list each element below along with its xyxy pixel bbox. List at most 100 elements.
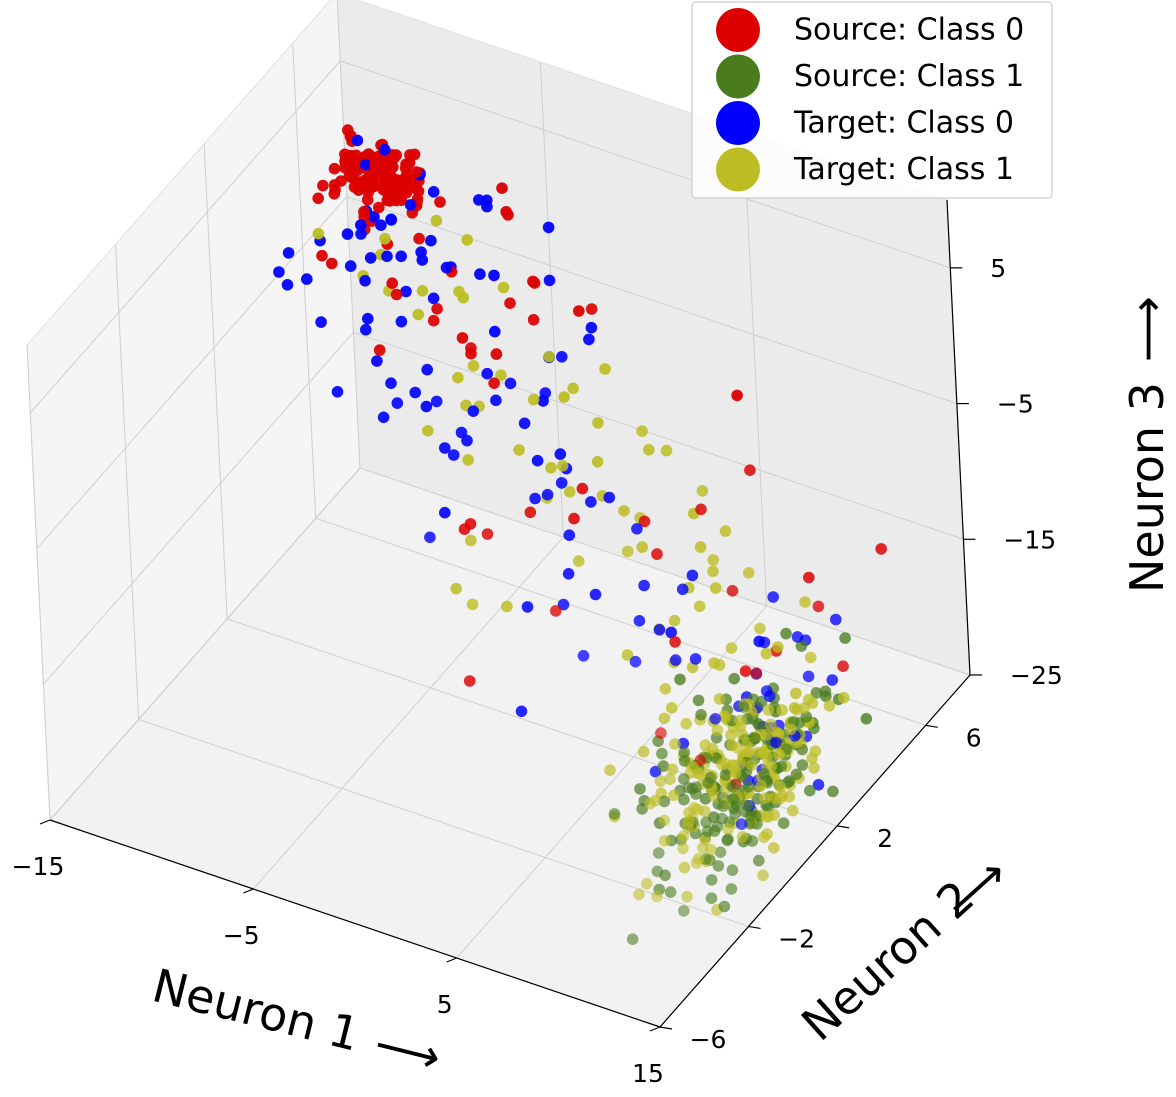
y-axis-tick bbox=[925, 724, 938, 728]
data-point bbox=[585, 303, 598, 315]
data-point bbox=[541, 488, 554, 501]
data-point bbox=[762, 704, 775, 716]
data-point bbox=[364, 149, 377, 162]
data-point bbox=[421, 363, 434, 376]
data-point bbox=[739, 665, 752, 677]
data-point bbox=[709, 713, 722, 725]
data-point bbox=[809, 745, 822, 757]
data-point bbox=[370, 160, 382, 173]
data-point bbox=[391, 397, 404, 409]
data-point bbox=[400, 285, 412, 298]
data-point bbox=[317, 179, 329, 192]
data-point bbox=[422, 425, 434, 437]
data-point bbox=[765, 718, 777, 731]
data-point bbox=[752, 746, 764, 759]
data-points bbox=[273, 124, 887, 945]
data-point bbox=[693, 600, 706, 613]
data-point bbox=[759, 792, 771, 804]
data-point bbox=[678, 861, 691, 874]
data-point bbox=[312, 227, 325, 240]
data-point bbox=[400, 169, 413, 181]
data-point bbox=[726, 864, 739, 876]
data-point bbox=[666, 763, 679, 776]
legend-marker bbox=[716, 8, 760, 52]
data-point bbox=[576, 482, 589, 495]
data-point bbox=[837, 691, 850, 704]
data-point bbox=[707, 554, 719, 566]
data-point bbox=[629, 655, 642, 668]
data-point bbox=[557, 598, 570, 611]
grid-line-z-left bbox=[36, 196, 348, 549]
data-point bbox=[631, 523, 643, 535]
data-point bbox=[344, 149, 357, 162]
data-point bbox=[427, 186, 440, 198]
data-point bbox=[368, 211, 380, 223]
data-point bbox=[301, 273, 313, 285]
data-point bbox=[282, 247, 295, 259]
data-point bbox=[455, 426, 468, 439]
data-point bbox=[667, 789, 680, 802]
data-point bbox=[713, 693, 726, 705]
data-point bbox=[658, 795, 671, 808]
z-axis-title: Neuron 3 bbox=[1120, 382, 1174, 593]
data-point bbox=[462, 454, 475, 466]
data-point bbox=[626, 933, 639, 945]
legend-marker bbox=[716, 101, 760, 145]
data-point bbox=[717, 800, 729, 812]
data-point bbox=[488, 269, 500, 282]
data-point bbox=[767, 591, 779, 603]
data-point bbox=[577, 650, 590, 662]
data-point bbox=[787, 804, 799, 817]
data-point bbox=[521, 601, 534, 613]
data-point bbox=[695, 503, 707, 516]
data-point bbox=[736, 831, 749, 843]
grid-line-z-left bbox=[29, 60, 341, 414]
data-point bbox=[591, 456, 604, 468]
data-point bbox=[712, 860, 725, 872]
data-point bbox=[651, 548, 663, 560]
data-point bbox=[621, 649, 634, 661]
data-point bbox=[273, 266, 285, 278]
data-point bbox=[513, 444, 525, 456]
data-point bbox=[705, 892, 718, 904]
data-point bbox=[489, 325, 501, 338]
data-point bbox=[430, 214, 443, 227]
data-point bbox=[709, 582, 722, 594]
data-point bbox=[734, 714, 746, 727]
data-point bbox=[403, 156, 416, 169]
data-point bbox=[420, 400, 433, 413]
legend-label: Target: Class 0 bbox=[793, 106, 1014, 141]
data-point bbox=[585, 321, 598, 334]
x-tick-label: 15 bbox=[632, 1059, 664, 1088]
data-point bbox=[439, 442, 451, 454]
data-point bbox=[453, 285, 465, 298]
data-point bbox=[749, 732, 761, 745]
data-point bbox=[531, 454, 544, 467]
data-point bbox=[719, 769, 732, 781]
data-point bbox=[802, 670, 815, 683]
data-point bbox=[385, 213, 397, 226]
data-point bbox=[691, 767, 704, 779]
data-point bbox=[495, 369, 507, 382]
data-point bbox=[652, 847, 665, 859]
data-point bbox=[696, 842, 709, 854]
data-point bbox=[680, 717, 692, 730]
x-axis-tick bbox=[649, 1026, 661, 1032]
data-point bbox=[636, 425, 648, 437]
data-point bbox=[826, 674, 839, 686]
data-point bbox=[463, 675, 476, 687]
data-point bbox=[315, 316, 327, 328]
data-point bbox=[458, 523, 471, 535]
y-tick-label: −6 bbox=[690, 1025, 727, 1054]
data-point bbox=[830, 613, 842, 626]
data-point bbox=[425, 234, 437, 247]
z-tick-label: −15 bbox=[1003, 525, 1056, 554]
data-point bbox=[651, 865, 664, 878]
data-point bbox=[808, 762, 820, 774]
z-axis-arrow: ⟶ bbox=[1120, 296, 1174, 362]
data-point bbox=[659, 683, 672, 695]
data-point bbox=[504, 377, 517, 390]
data-point bbox=[726, 739, 738, 752]
data-point bbox=[599, 363, 611, 375]
data-point bbox=[640, 877, 653, 890]
